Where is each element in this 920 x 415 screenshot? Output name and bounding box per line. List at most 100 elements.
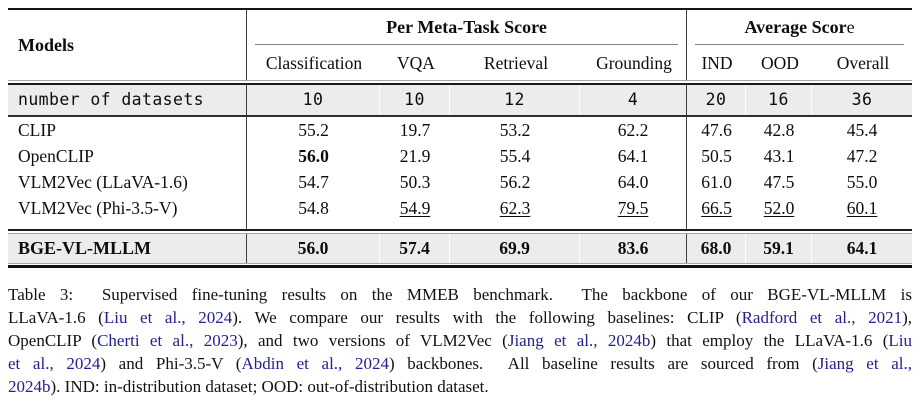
table-rule-mid bbox=[8, 115, 912, 117]
baseline-rows: CLIP 55.2 19.7 53.2 62.2 47.6 42.8 45.4 OpenCLIP… bbox=[8, 117, 912, 221]
dataset-count-cell: 20 bbox=[686, 85, 746, 115]
row-spacer-cell bbox=[746, 221, 812, 229]
row-spacer-cell bbox=[8, 221, 246, 229]
score-cell: 55.0 bbox=[812, 169, 912, 195]
citation-link[interactable]: Radford et al., 2021 bbox=[741, 308, 903, 327]
score-cell: 64.1 bbox=[580, 143, 686, 169]
row-spacer-cell bbox=[450, 221, 580, 229]
score-value: 60.1 bbox=[846, 198, 878, 218]
score-value: 54.8 bbox=[298, 198, 329, 218]
dataset-count-label: number of datasets bbox=[8, 85, 246, 115]
citation-link[interactable]: Abdin et al., 2024 bbox=[241, 354, 389, 373]
dataset-count-cell: 10 bbox=[246, 85, 380, 115]
score-value: 52.0 bbox=[763, 198, 795, 218]
score-value: 50.3 bbox=[399, 172, 431, 192]
column-header-ood: OOD bbox=[761, 53, 799, 73]
table-caption: Table 3: Supervised fine-tuning results … bbox=[8, 283, 912, 398]
score-cell: 52.0 bbox=[746, 195, 812, 221]
score-value: 57.4 bbox=[399, 238, 430, 258]
column-header-grounding: Grounding bbox=[596, 53, 672, 73]
score-cell: 55.2 bbox=[246, 117, 380, 143]
citation-link[interactable]: Liu bbox=[888, 331, 912, 350]
score-cell: 50.3 bbox=[380, 169, 450, 195]
caption-line: et al., 2024) and Phi-3.5-V (Abdin et al… bbox=[8, 352, 912, 375]
model-name-cell: CLIP bbox=[18, 120, 56, 140]
table-rule-header-bottom bbox=[8, 80, 912, 85]
dataset-count-cell: 4 bbox=[580, 85, 686, 115]
score-value: 56.0 bbox=[297, 238, 329, 258]
model-name-cell: OpenCLIP bbox=[18, 146, 94, 166]
caption-text: Table 3: Supervised fine-tuning results … bbox=[8, 285, 912, 304]
score-value: 21.9 bbox=[399, 146, 431, 166]
citation-link[interactable]: Cherti et al., 2023 bbox=[97, 331, 238, 350]
score-cell: 55.4 bbox=[450, 143, 580, 169]
dataset-count-cell: 36 bbox=[812, 85, 912, 115]
score-value: 55.0 bbox=[846, 172, 878, 192]
column-header-overall: Overall bbox=[836, 53, 890, 73]
model-name-cell: BGE-VL-MLLM bbox=[8, 234, 246, 263]
score-cell: 56.0 bbox=[246, 234, 380, 263]
score-value: 64.1 bbox=[617, 146, 649, 166]
score-value: 47.5 bbox=[763, 172, 795, 192]
results-table: Models Per Meta-Task Score Classificatio… bbox=[8, 8, 912, 268]
dataset-count-cell: 12 bbox=[450, 85, 580, 115]
citation-link[interactable]: Jiang et al., 2024b bbox=[507, 331, 651, 350]
score-value: 42.8 bbox=[763, 120, 795, 140]
group-title-average-score: Average Score bbox=[687, 10, 912, 43]
score-cell: 42.8 bbox=[746, 117, 812, 143]
score-cell: 66.5 bbox=[686, 195, 746, 221]
score-cell: 19.7 bbox=[380, 117, 450, 143]
score-cell: 47.2 bbox=[812, 143, 912, 169]
dataset-count-row: number of datasets 10 10 12 4 20 16 36 bbox=[8, 85, 912, 115]
dataset-count-cell: 10 bbox=[380, 85, 450, 115]
header-group-per-meta-task: Per Meta-Task Score Classification VQA Ret… bbox=[246, 10, 686, 80]
score-value: 45.4 bbox=[846, 120, 878, 140]
table-row: VLM2Vec (Phi-3.5-V) 54.8 54.9 62.3 79.5 66.5 5… bbox=[8, 195, 912, 221]
group-title-text: e bbox=[846, 17, 855, 37]
citation-link[interactable]: 2024b bbox=[8, 377, 51, 396]
citation-link[interactable]: et al., 2024 bbox=[8, 354, 101, 373]
row-spacer-cell bbox=[380, 221, 450, 229]
score-value: 47.6 bbox=[701, 120, 732, 140]
score-cell: 50.5 bbox=[686, 143, 746, 169]
score-cell: 83.6 bbox=[580, 234, 686, 263]
caption-text: ). We compare our results with the follo… bbox=[232, 308, 742, 327]
score-cell: 47.6 bbox=[686, 117, 746, 143]
citation-link[interactable]: Liu et al., 2024 bbox=[103, 308, 233, 327]
score-cell: 59.1 bbox=[746, 234, 812, 263]
score-value: 47.2 bbox=[846, 146, 878, 166]
score-value: 62.3 bbox=[499, 198, 531, 218]
table-rule-cmid-left bbox=[255, 44, 678, 45]
score-value: 59.1 bbox=[763, 238, 794, 258]
group-title-text: Per Meta-Task Score bbox=[386, 17, 547, 37]
score-value: 62.2 bbox=[617, 120, 649, 140]
score-cell: 45.4 bbox=[812, 117, 912, 143]
score-cell: 21.9 bbox=[380, 143, 450, 169]
caption-line: 2024b). IND: in-distribution dataset; OO… bbox=[8, 375, 912, 398]
column-header-vqa: VQA bbox=[397, 53, 435, 73]
highlight-row-bge-vl-mllm: BGE-VL-MLLM 56.0 57.4 69.9 83.6 68.0 59.1 64.1 bbox=[8, 234, 912, 263]
score-cell: 43.1 bbox=[746, 143, 812, 169]
dataset-count-cell: 16 bbox=[746, 85, 812, 115]
score-cell: 61.0 bbox=[686, 169, 746, 195]
score-cell: 68.0 bbox=[686, 234, 746, 263]
caption-text: ) that employ the LLaVA-1.6 ( bbox=[650, 331, 889, 350]
table-row: CLIP 55.2 19.7 53.2 62.2 47.6 42.8 45.4 bbox=[8, 117, 912, 143]
group-title-text: Average Scor bbox=[744, 17, 847, 37]
table-rule-top bbox=[8, 8, 912, 10]
score-cell: 54.8 bbox=[246, 195, 380, 221]
score-value: 19.7 bbox=[399, 120, 431, 140]
row-spacer-cell bbox=[686, 221, 746, 229]
subheaders-average-score: IND OOD Overall bbox=[687, 45, 912, 80]
table-row: OpenCLIP 56.0 21.9 55.4 64.1 50.5 43.1 47.2 bbox=[8, 143, 912, 169]
score-value: 43.1 bbox=[763, 146, 795, 166]
score-value: 53.2 bbox=[499, 120, 531, 140]
score-cell: 64.0 bbox=[580, 169, 686, 195]
document-page: Models Per Meta-Task Score Classificatio… bbox=[0, 8, 920, 415]
score-value: 61.0 bbox=[701, 172, 732, 192]
row-spacer-cell bbox=[246, 221, 380, 229]
column-header-retrieval: Retrieval bbox=[483, 53, 549, 73]
score-value: 54.9 bbox=[399, 198, 431, 218]
score-cell: 56.2 bbox=[450, 169, 580, 195]
citation-link[interactable]: Jiang et al., bbox=[817, 354, 913, 373]
